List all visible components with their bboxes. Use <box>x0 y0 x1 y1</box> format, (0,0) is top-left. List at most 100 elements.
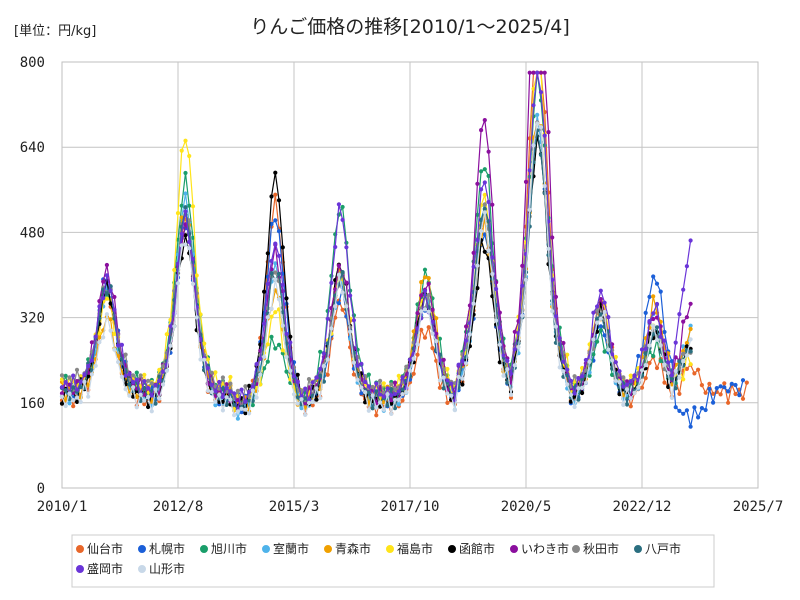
data-point <box>250 384 255 389</box>
data-point <box>273 241 278 246</box>
data-point <box>591 352 596 357</box>
data-point <box>441 386 446 391</box>
data-point <box>366 408 371 413</box>
data-point <box>583 357 589 363</box>
data-point <box>550 235 555 240</box>
legend-item: 仙台市 <box>76 541 123 556</box>
data-point <box>93 363 98 368</box>
data-point <box>711 400 716 405</box>
data-point <box>78 385 83 390</box>
data-point <box>662 338 667 343</box>
data-point <box>348 329 353 334</box>
data-point <box>303 401 308 406</box>
data-point <box>598 297 603 302</box>
data-point <box>591 337 596 342</box>
data-point <box>684 353 690 358</box>
data-point <box>482 249 487 254</box>
legend-item: 盛岡市 <box>76 561 123 576</box>
data-point <box>654 325 660 330</box>
data-point <box>321 351 326 356</box>
data-point <box>93 334 98 339</box>
data-point <box>205 366 210 371</box>
data-point <box>134 377 139 382</box>
data-point <box>464 361 469 366</box>
data-point <box>632 373 637 379</box>
data-point <box>699 406 705 411</box>
data-point <box>175 211 181 216</box>
data-point <box>628 379 633 384</box>
data-point <box>235 388 240 393</box>
data-point <box>333 304 338 309</box>
data-point <box>288 334 293 339</box>
data-point <box>392 387 398 392</box>
data-point <box>441 367 446 372</box>
data-point <box>172 267 177 273</box>
data-point <box>576 386 581 391</box>
data-point <box>497 325 502 330</box>
data-point <box>479 187 484 192</box>
data-point <box>209 389 214 395</box>
data-point <box>209 382 214 387</box>
data-point <box>677 312 682 317</box>
data-point <box>613 378 618 383</box>
data-point <box>146 385 151 391</box>
data-point <box>647 343 652 348</box>
data-point <box>415 326 420 331</box>
data-point <box>591 310 596 315</box>
data-point <box>344 304 349 309</box>
data-point <box>340 217 345 222</box>
data-point <box>194 273 199 278</box>
data-point <box>546 246 551 251</box>
data-point <box>385 386 390 391</box>
data-point <box>396 389 401 394</box>
data-point <box>82 379 87 384</box>
data-point <box>359 361 364 366</box>
data-point <box>419 280 424 285</box>
data-point <box>265 315 270 320</box>
data-point <box>138 373 143 378</box>
x-tick-label: 2012/8 <box>153 499 204 515</box>
data-point <box>595 329 600 334</box>
data-point <box>288 368 293 373</box>
data-point <box>419 309 424 314</box>
data-point <box>284 331 289 336</box>
data-point <box>392 392 398 397</box>
data-point <box>153 383 158 388</box>
data-point <box>595 339 600 344</box>
data-point <box>441 375 446 380</box>
data-point <box>396 402 401 407</box>
data-point <box>59 385 65 390</box>
data-point <box>254 395 259 400</box>
data-point <box>67 401 72 406</box>
data-point <box>164 332 169 337</box>
data-point <box>688 301 693 306</box>
data-point <box>351 360 356 365</box>
data-point <box>737 393 742 398</box>
legend-marker <box>138 565 146 573</box>
data-point <box>419 293 424 298</box>
data-point <box>273 310 278 315</box>
data-point <box>602 333 607 338</box>
data-point <box>632 390 637 395</box>
data-point <box>74 367 80 372</box>
data-point <box>580 385 585 390</box>
data-point <box>243 407 248 412</box>
data-point <box>63 373 68 378</box>
data-point <box>497 342 502 347</box>
data-point <box>426 292 431 298</box>
data-point <box>531 86 536 91</box>
data-point <box>71 398 76 403</box>
data-point <box>67 391 72 396</box>
data-point <box>269 334 274 339</box>
data-point <box>445 391 450 396</box>
data-point <box>276 253 282 258</box>
data-point <box>366 384 371 389</box>
data-point <box>677 359 682 364</box>
data-point <box>392 380 398 385</box>
data-point <box>688 337 693 342</box>
data-point <box>508 371 514 376</box>
legend-label: 盛岡市 <box>87 561 123 576</box>
data-point <box>59 391 65 396</box>
data-point <box>59 394 65 399</box>
data-point <box>224 402 229 407</box>
